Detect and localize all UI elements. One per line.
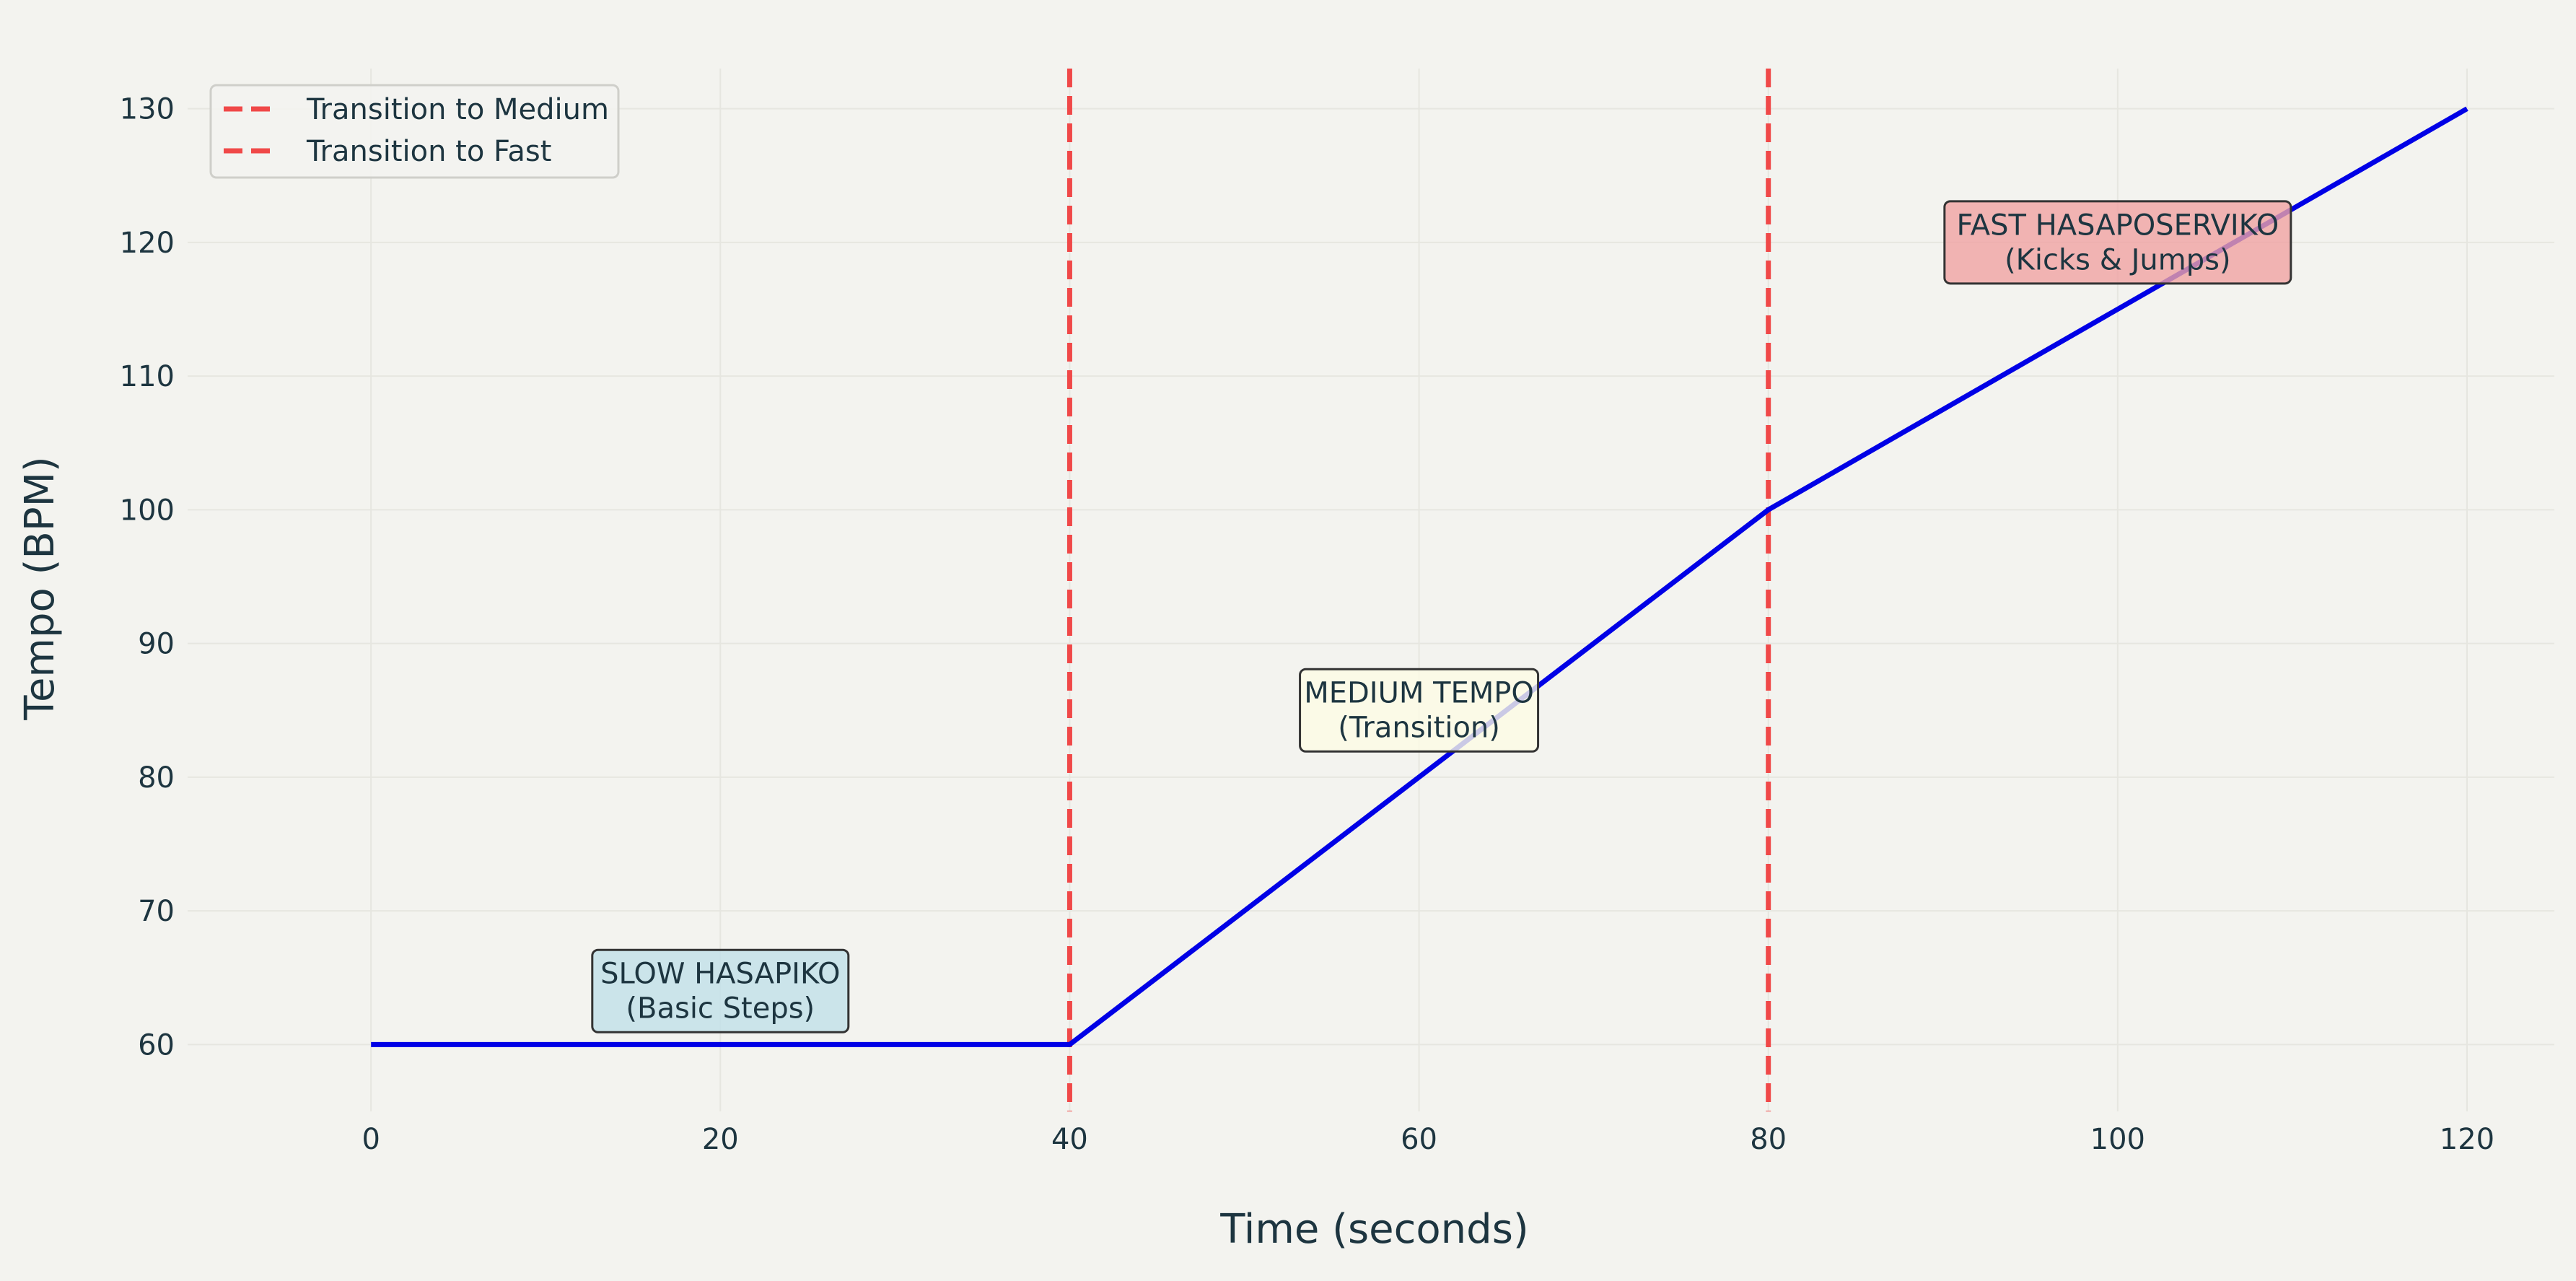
- annotation: FAST HASAPOSERVIKO(Kicks & Jumps): [1943, 200, 2292, 285]
- annotation-box: [1299, 668, 1540, 753]
- y-tick-label: 120: [120, 227, 175, 260]
- annotation-text: (Kicks & Jumps): [2005, 243, 2231, 276]
- annotation-text: SLOW HASAPIKO: [600, 958, 840, 991]
- tick-labels: 0 20 40 60 80 100 120 60 70 80 90 100 110 120 130: [120, 93, 2495, 1156]
- annotation: MEDIUM TEMPO(Transition): [1299, 668, 1540, 753]
- y-tick-label: 70: [138, 895, 175, 928]
- annotation-box: [591, 948, 850, 1033]
- y-tick-label: 100: [120, 494, 175, 527]
- annotation-text: FAST HASAPOSERVIKO: [1956, 209, 2279, 242]
- tempo-line-group: [371, 106, 2468, 1047]
- transition-lines: [1066, 69, 1771, 1111]
- annotation-text: (Basic Steps): [626, 992, 815, 1026]
- y-axis-label: Tempo (BPM): [17, 456, 63, 721]
- x-tick-label: 120: [2440, 1123, 2494, 1156]
- x-tick-label: 40: [1051, 1123, 1088, 1156]
- x-tick-label: 60: [1401, 1123, 1437, 1156]
- y-tick-label: 110: [120, 360, 175, 393]
- x-tick-label: 100: [2090, 1123, 2145, 1156]
- legend: Transition to Medium Transition to Fast: [209, 84, 620, 179]
- annotation-text: MEDIUM TEMPO: [1304, 677, 1534, 710]
- x-tick-label: 20: [702, 1123, 739, 1156]
- legend-label: Transition to Fast: [306, 135, 551, 168]
- annotation: SLOW HASAPIKO(Basic Steps): [591, 948, 850, 1033]
- y-tick-label: 60: [138, 1028, 175, 1062]
- annotations: SLOW HASAPIKO(Basic Steps) MEDIUM TEMPO(T…: [591, 200, 2292, 1033]
- x-tick-label: 80: [1750, 1123, 1787, 1156]
- y-tick-label: 80: [138, 761, 175, 795]
- x-tick-label: 0: [362, 1123, 380, 1156]
- tempo-line: [371, 106, 2468, 1047]
- x-axis-label: Time (seconds): [1219, 1206, 1528, 1253]
- legend-box: [209, 84, 620, 179]
- annotation-box: [1943, 200, 2292, 285]
- annotation-text: (Transition): [1338, 712, 1500, 745]
- y-tick-label: 130: [120, 93, 175, 126]
- y-tick-label: 90: [138, 628, 175, 661]
- legend-label: Transition to Medium: [306, 93, 609, 126]
